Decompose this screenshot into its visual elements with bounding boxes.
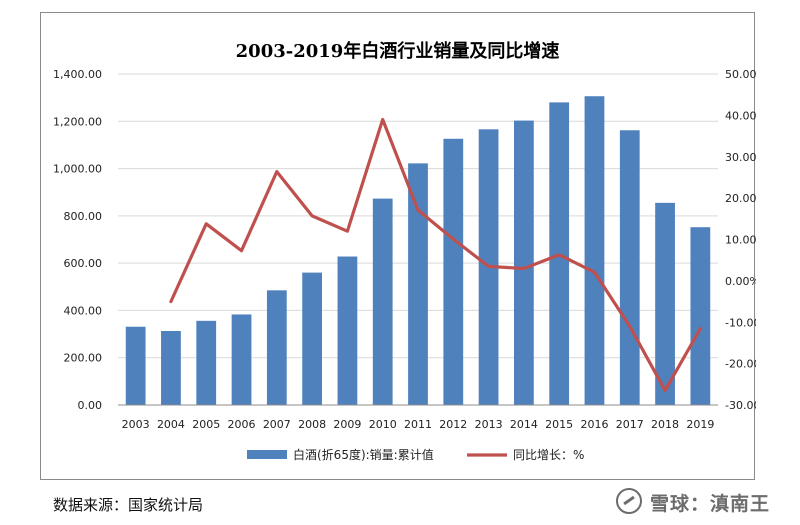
x-tick-label: 2011 [404,418,432,431]
y-left-tick-label: 0.00 [78,399,103,412]
bar [514,120,534,406]
y-right-tick-label: 50.00% [725,68,756,81]
y-left-tick-label: 800.00 [64,210,103,223]
x-tick-label: 2017 [616,418,644,431]
x-tick-label: 2009 [333,418,361,431]
y-right-tick-label: -30.00% [725,399,756,412]
x-tick-label: 2007 [263,418,291,431]
bar [443,138,464,405]
y-right-tick-label: 0.00% [725,275,756,288]
watermark: 雪球：滇南王 [615,488,770,516]
y-right-tick-label: 40.00% [725,109,756,122]
bar [125,326,146,405]
x-tick-label: 2004 [157,418,185,431]
bar [584,96,605,405]
x-tick-label: 2013 [475,418,503,431]
bar [302,272,322,405]
series-line [169,117,702,393]
y-right-tick-label: 30.00% [725,151,756,164]
bar [196,320,217,405]
y-right-tick-label: 10.00% [725,234,756,247]
bar [408,163,428,405]
legend-label: 白酒(折65度):销量:累计值 [293,447,434,462]
y-left-tick-label: 1,200.00 [53,115,102,128]
bar [231,314,252,405]
x-tick-label: 2015 [545,418,573,431]
legend-bar-swatch [247,450,287,459]
y-right-tick-label: -20.00% [725,358,756,371]
bar [266,290,287,405]
x-tick-label: 2006 [228,418,256,431]
x-tick-label: 2010 [369,418,397,431]
x-tick-label: 2005 [192,418,220,431]
bar [372,198,393,405]
watermark-text: 雪球：滇南王 [649,493,770,515]
bar [161,330,181,405]
chart-frame: 2003-2019年白酒行业销量及同比增速 0.00 200.00 400.00 60… [40,12,756,480]
x-tick-label: 2016 [580,418,608,431]
x-tick-label: 2012 [439,418,467,431]
legend-label: 同比增长：% [513,448,584,462]
data-source-note: 数据来源：国家统计局 [53,496,204,514]
x-tick-label: 2003 [122,418,150,431]
y-left-tick-label: 200.00 [64,352,103,365]
snowball-logo-icon [615,488,642,514]
bar [655,202,675,405]
y-right-tick-label: 20.00% [725,192,756,205]
x-tick-label: 2014 [510,418,538,431]
chart-svg: 0.00 200.00 400.00 600.00 800.00 1,000.00 1,20… [53,68,756,462]
y-left-tick-label: 600.00 [64,257,103,270]
y-left-tick-label: 400.00 [64,304,103,317]
x-tick-label: 2008 [298,418,326,431]
x-tick-label: 2018 [651,418,679,431]
y-left-tick-label: 1,400.00 [53,68,102,81]
x-tick-label: 2019 [686,418,714,431]
y-left-tick-label: 1,000.00 [53,163,102,176]
bar [619,130,640,405]
bar [337,256,358,405]
chart-title: 2003-2019年白酒行业销量及同比增速 [235,41,560,62]
y-right-tick-label: -10.00% [725,316,756,329]
bar [690,227,711,405]
